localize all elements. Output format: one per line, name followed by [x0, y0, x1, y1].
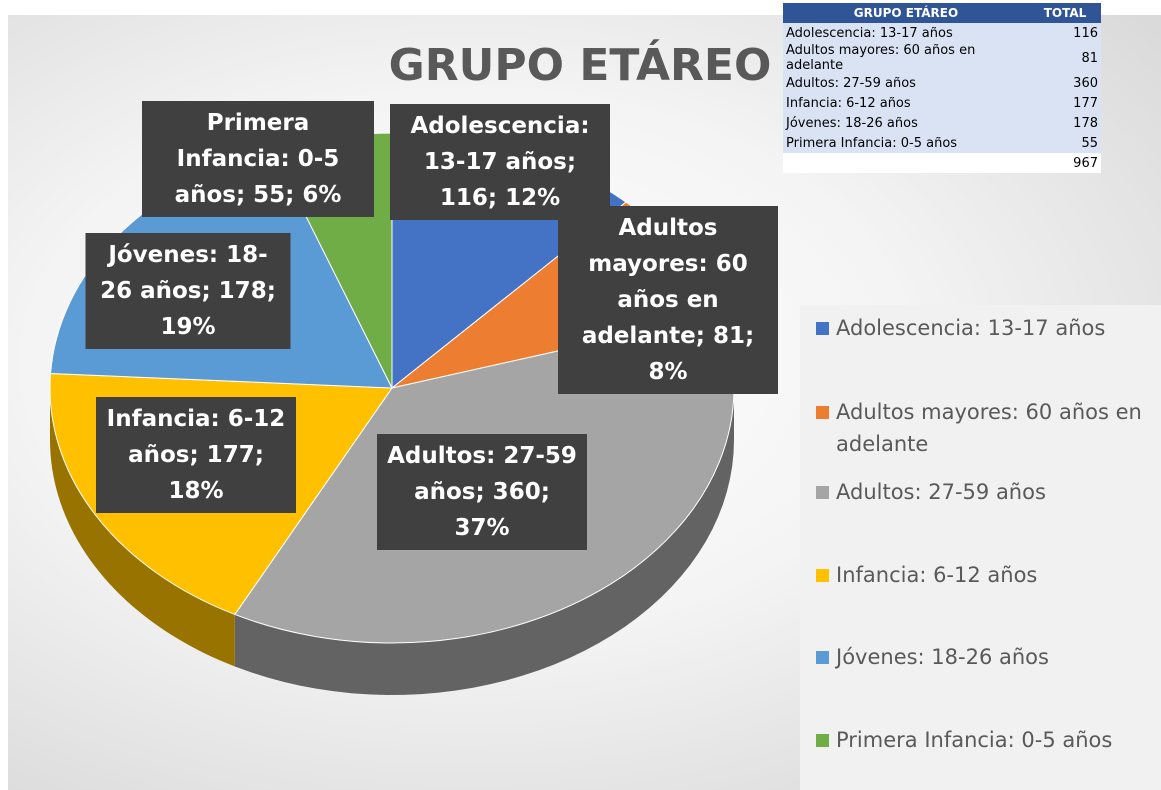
table-cell: 178 [1029, 113, 1101, 133]
legend-swatch [816, 322, 829, 335]
total-row: 967 [783, 153, 1101, 173]
table-cell: 81 [1029, 43, 1101, 73]
legend-area [800, 305, 1161, 790]
legend-item: Jóvenes: 18-26 años [816, 641, 1156, 673]
pie-side [50, 388, 235, 667]
data-label: Primera Infancia: 0-5 años; 55; 6% [142, 101, 374, 217]
table-cell: 177 [1029, 93, 1101, 113]
header-cell: GRUPO ETÁREO [783, 3, 1029, 23]
pie-side [234, 388, 734, 695]
legend-label: Adultos mayores: 60 años en adelante [836, 400, 1142, 456]
legend-swatch [816, 569, 829, 582]
total-cell: 967 [1029, 153, 1101, 173]
table-row: Jóvenes: 18-26 años 178 [783, 113, 1101, 133]
legend-item: Primera Infancia: 0-5 años [816, 724, 1156, 756]
table-row: Adultos: 27-59 años 360 [783, 73, 1101, 93]
legend-label: Adultos: 27-59 años [836, 480, 1046, 504]
table-row: Adolescencia: 13-17 años 116 [783, 23, 1101, 43]
legend-swatch [816, 734, 829, 747]
legend-swatch [816, 486, 829, 499]
legend-item: Adolescencia: 13-17 años [816, 312, 1156, 344]
legend-swatch [816, 651, 829, 664]
table-row: Infancia: 6-12 años 177 [783, 93, 1101, 113]
legend-label: Primera Infancia: 0-5 años [836, 728, 1113, 752]
data-label: Adultos mayores: 60 años en adelante; 81… [558, 206, 778, 394]
table-cell: Adultos: 27-59 años [783, 73, 1029, 93]
data-label: Jóvenes: 18-26 años; 178; 19% [85, 233, 291, 349]
legend-item: Adultos mayores: 60 años en adelante [816, 396, 1156, 460]
data-label: Adultos: 27-59 años; 360; 37% [377, 434, 587, 550]
data-label: Infancia: 6-12 años; 177; 18% [96, 397, 296, 513]
legend-item: Adultos: 27-59 años [816, 476, 1156, 508]
legend-label: Infancia: 6-12 años [836, 563, 1038, 587]
data-table: GRUPO ETÁREO TOTAL Adolescencia: 13-17 a… [783, 3, 1101, 173]
legend-item: Infancia: 6-12 años [816, 559, 1156, 591]
table-cell: Adultos mayores: 60 años en adelante [783, 43, 1029, 73]
legend-label: Jóvenes: 18-26 años [836, 645, 1049, 669]
header-cell: TOTAL [1029, 3, 1101, 23]
table-row: Adultos mayores: 60 años en adelante 81 [783, 43, 1101, 73]
table-header: GRUPO ETÁREO TOTAL [783, 3, 1101, 23]
table-cell: Adolescencia: 13-17 años [783, 23, 1029, 43]
data-label: Adolescencia: 13-17 años; 116; 12% [390, 104, 610, 220]
table-cell: Infancia: 6-12 años [783, 93, 1029, 113]
table-cell: 55 [1029, 133, 1101, 153]
legend-label: Adolescencia: 13-17 años [836, 316, 1106, 340]
table-cell: 360 [1029, 73, 1101, 93]
table-cell: Primera Infancia: 0-5 años [783, 133, 1029, 153]
table-cell: 116 [1029, 23, 1101, 43]
chart-title: GRUPO ETÁREO [389, 38, 772, 91]
table-cell: Jóvenes: 18-26 años [783, 113, 1029, 133]
table-cell [783, 153, 1029, 173]
legend-swatch [816, 406, 829, 419]
table-row: Primera Infancia: 0-5 años 55 [783, 133, 1101, 153]
